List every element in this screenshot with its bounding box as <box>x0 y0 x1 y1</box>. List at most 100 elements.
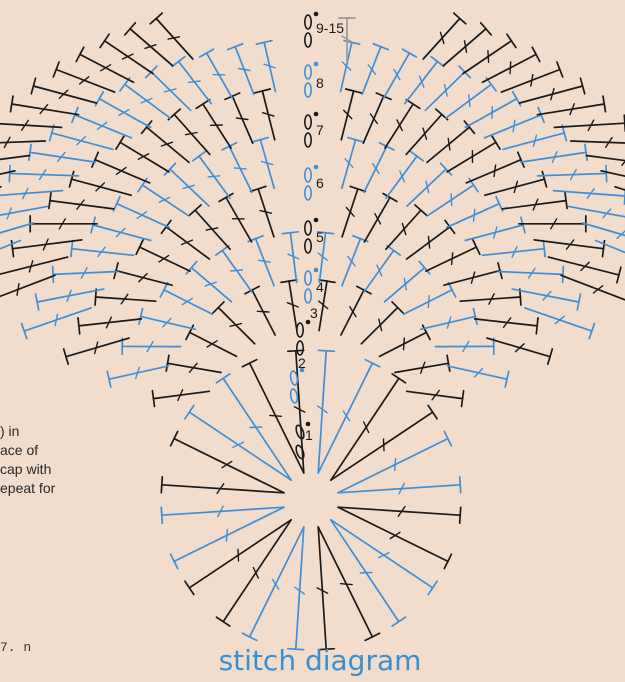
double-crochet-stitch <box>241 358 305 474</box>
double-crochet-stitch <box>317 526 381 642</box>
double-crochet-stitch <box>214 244 254 294</box>
double-crochet-stitch <box>473 317 539 335</box>
instruction-line: cap with <box>0 461 52 477</box>
double-crochet-stitch <box>184 518 293 596</box>
double-crochet-stitch <box>163 162 210 207</box>
double-crochet-stitch <box>362 92 392 144</box>
double-crochet-stitch <box>340 285 372 336</box>
double-crochet-stitch <box>426 120 476 164</box>
slip-stitch <box>313 61 319 67</box>
double-crochet-stitch <box>446 365 510 388</box>
double-crochet-stitch <box>169 506 285 570</box>
double-crochet-stitch <box>188 204 231 251</box>
double-crochet-stitch <box>329 518 438 596</box>
double-crochet-stitch <box>317 358 381 474</box>
slip-stitch <box>305 421 311 427</box>
chain-stitch <box>303 270 312 286</box>
slip-stitch <box>313 217 319 223</box>
chain-stitch <box>289 388 299 404</box>
double-crochet-stitch <box>255 39 277 93</box>
double-crochet-stitch <box>75 46 135 84</box>
double-crochet-stitch <box>341 234 369 287</box>
double-crochet-stitch <box>198 48 234 100</box>
double-crochet-stitch <box>280 279 299 332</box>
instruction-line: ace of <box>0 442 39 458</box>
double-crochet-stitch <box>553 114 625 132</box>
double-crochet-stitch <box>337 430 453 494</box>
double-crochet-stitch <box>20 307 92 340</box>
slip-stitch <box>313 164 319 170</box>
double-crochet-stitch <box>536 164 608 183</box>
double-crochet-stitch <box>422 12 467 60</box>
chain-stitch <box>303 32 312 48</box>
chain-stitch <box>303 238 312 254</box>
double-crochet-stitch <box>0 274 56 298</box>
double-crochet-stitch <box>29 214 98 233</box>
double-crochet-stitch <box>464 216 526 242</box>
double-crochet-stitch <box>211 300 256 345</box>
double-crochet-stitch <box>160 505 285 525</box>
double-crochet-stitch <box>384 98 421 149</box>
double-crochet-stitch <box>215 518 293 627</box>
double-crochet-stitch <box>0 154 31 161</box>
double-crochet-stitch <box>0 169 16 176</box>
double-crochet-stitch <box>340 136 365 190</box>
double-crochet-stitch <box>459 288 522 306</box>
double-crochet-stitch <box>169 430 285 494</box>
double-crochet-stitch <box>253 88 276 141</box>
double-crochet-stitch <box>0 187 64 200</box>
double-crochet-stitch <box>48 124 114 151</box>
double-crochet-stitch <box>442 21 493 67</box>
row-labels: 1 2 3 4 5 6 7 8 9-15 <box>298 20 344 443</box>
double-crochet-stitch <box>215 373 293 482</box>
double-crochet-stitch <box>426 177 479 217</box>
double-crochet-stitch <box>0 205 49 220</box>
slip-stitch <box>299 367 305 373</box>
row-label: 6 <box>316 175 324 191</box>
double-crochet-stitch <box>486 337 554 366</box>
double-crochet-stitch <box>121 337 182 356</box>
double-crochet-stitch <box>560 274 625 301</box>
double-crochet-stitch <box>241 526 305 642</box>
double-crochet-stitch <box>462 33 517 75</box>
double-crochet-stitch <box>185 260 233 303</box>
double-crochet-stitch <box>547 256 622 284</box>
double-crochet-stitch <box>244 285 276 336</box>
chain-stitch <box>303 220 312 236</box>
double-crochet-stitch <box>160 475 285 495</box>
double-crochet-stitch <box>519 143 589 164</box>
double-crochet-stitch <box>524 307 596 340</box>
chain-stitch <box>303 167 312 183</box>
chain-stitch <box>303 14 312 30</box>
instruction-text-fragment: ) in ace of cap with epeat for <box>0 422 160 498</box>
double-crochet-stitch <box>481 46 541 84</box>
double-crochet-stitch <box>382 48 418 100</box>
chain-stitch <box>295 340 304 356</box>
slip-stitch <box>313 267 319 273</box>
double-crochet-stitch <box>329 404 438 482</box>
double-crochet-stitch <box>446 195 504 229</box>
row-label: 2 <box>298 355 306 371</box>
double-crochet-stitch <box>171 55 213 105</box>
row-label: 7 <box>316 122 324 138</box>
double-crochet-stitch <box>140 120 190 164</box>
diagram-caption: stitch diagram <box>218 644 422 677</box>
double-crochet-stitch <box>434 337 495 356</box>
double-crochet-stitch <box>167 108 211 156</box>
double-crochet-stitch <box>378 324 431 358</box>
double-crochet-stitch <box>518 77 586 104</box>
double-crochet-stitch <box>77 316 143 335</box>
double-crochet-stitch <box>363 141 395 194</box>
double-crochet-stitch <box>338 17 356 63</box>
double-crochet-stitch <box>465 151 525 184</box>
double-crochet-stitch <box>339 39 361 93</box>
double-crochet-stitch <box>0 136 47 149</box>
double-crochet-stitch <box>52 61 116 93</box>
instruction-line: ) in <box>0 423 20 439</box>
double-crochet-stitch <box>123 21 174 67</box>
double-crochet-stitch <box>9 95 80 116</box>
double-crochet-stitch <box>385 150 425 200</box>
double-crochet-stitch <box>112 195 170 229</box>
chain-stitch <box>289 370 299 386</box>
